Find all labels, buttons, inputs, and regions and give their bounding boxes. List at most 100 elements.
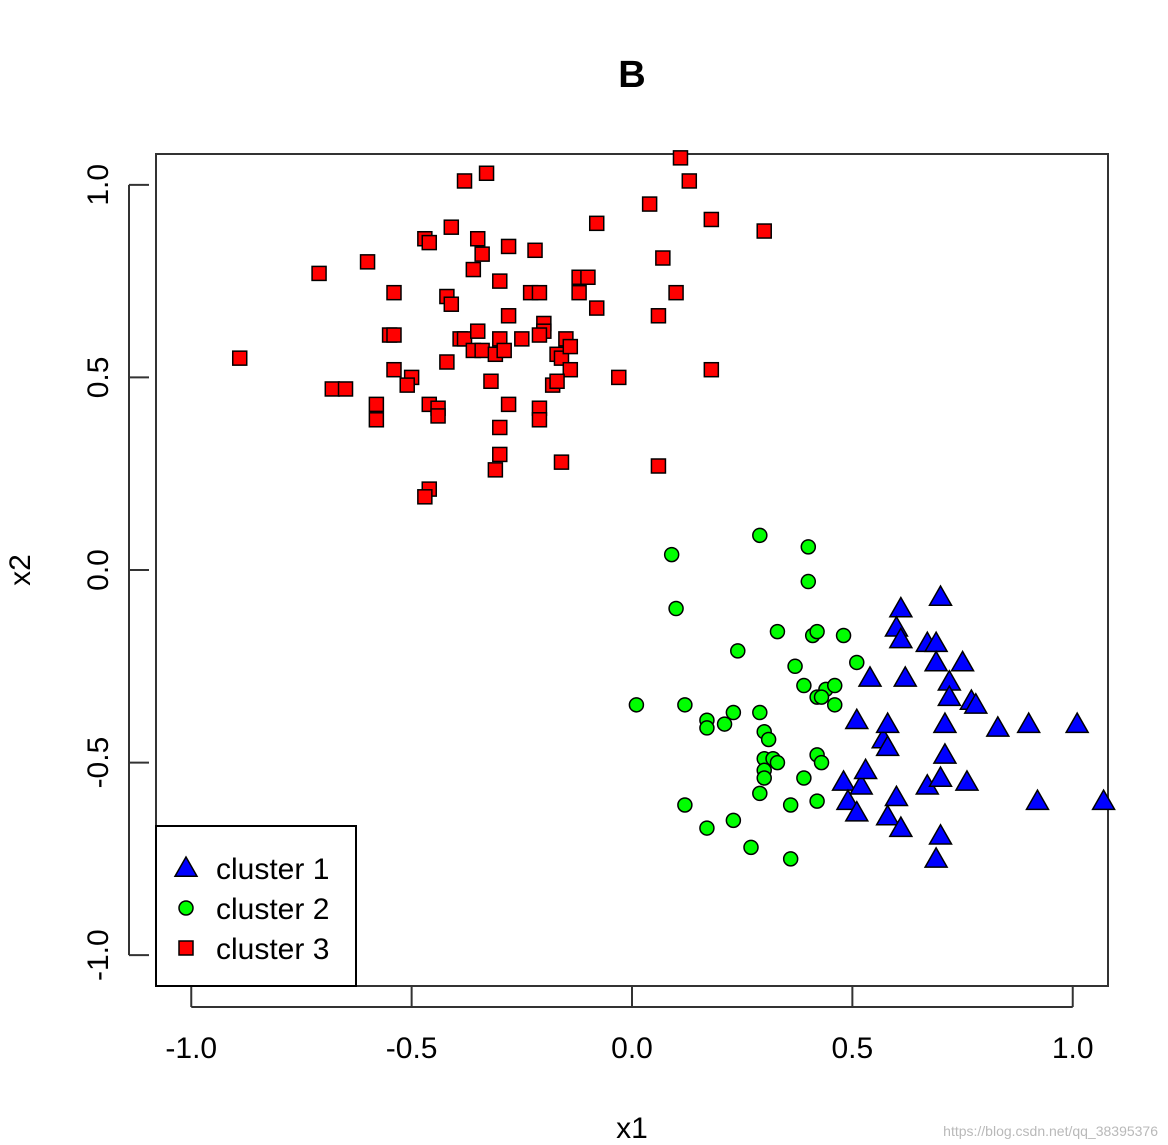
y-tick-label: 1.0 — [82, 164, 115, 206]
point-cluster-1 — [857, 665, 883, 687]
legend-label-cluster-3: cluster 3 — [216, 933, 329, 966]
point-cluster-1 — [932, 711, 958, 734]
point-cluster-3 — [553, 454, 570, 470]
point-cluster-3 — [386, 327, 402, 343]
point-cluster-3 — [650, 308, 667, 324]
point-cluster-3 — [492, 419, 508, 436]
point-cluster-3 — [611, 369, 627, 386]
x-tick-label: 1.0 — [1052, 1032, 1094, 1065]
point-cluster-2 — [800, 573, 817, 590]
point-cluster-1 — [1091, 788, 1116, 811]
point-cluster-2 — [699, 720, 715, 736]
point-cluster-1 — [985, 715, 1011, 737]
point-cluster-2 — [756, 770, 772, 786]
point-cluster-3 — [531, 412, 548, 428]
point-cluster-3 — [474, 342, 490, 359]
point-cluster-2 — [668, 600, 684, 617]
x-tick-label: -0.5 — [386, 1032, 438, 1065]
point-cluster-2 — [743, 839, 759, 856]
point-cluster-2 — [730, 643, 746, 659]
point-cluster-1 — [835, 788, 861, 811]
point-cluster-2 — [809, 793, 825, 809]
point-cluster-2 — [677, 797, 693, 813]
point-cluster-2 — [796, 770, 812, 786]
point-cluster-3 — [469, 230, 486, 247]
legend-label-cluster-1: cluster 1 — [216, 853, 329, 886]
point-cluster-1 — [923, 649, 949, 672]
y-tick-label: 0.5 — [82, 357, 115, 399]
point-cluster-3 — [231, 350, 248, 366]
point-cluster-1 — [1025, 788, 1050, 811]
point-cluster-1 — [928, 584, 953, 606]
y-tick-label: -1.0 — [82, 929, 115, 981]
point-cluster-1 — [888, 815, 914, 838]
point-cluster-2 — [677, 697, 693, 713]
point-cluster-3 — [337, 381, 354, 397]
point-cluster-2 — [787, 658, 803, 675]
point-cluster-3 — [500, 308, 517, 324]
point-cluster-3 — [368, 396, 385, 413]
point-cluster-3 — [672, 150, 689, 166]
point-cluster-3 — [650, 458, 667, 474]
point-cluster-3 — [456, 173, 473, 189]
data-points — [231, 150, 1116, 868]
point-cluster-1 — [844, 707, 870, 730]
legend-marker-cluster-3 — [178, 940, 194, 956]
point-cluster-3 — [311, 265, 327, 282]
point-cluster-3 — [655, 250, 671, 266]
point-cluster-1 — [892, 665, 918, 687]
point-cluster-1 — [884, 784, 909, 807]
point-cluster-2 — [663, 546, 680, 563]
legend-label-cluster-2: cluster 2 — [216, 893, 329, 926]
x-axis-title: x1 — [616, 1112, 648, 1145]
point-cluster-3 — [756, 223, 772, 239]
point-cluster-3 — [681, 173, 698, 189]
point-cluster-2 — [752, 785, 768, 802]
point-cluster-1 — [1016, 711, 1041, 734]
point-cluster-3 — [465, 261, 482, 278]
series-cluster-1 — [831, 584, 1116, 868]
point-cluster-3 — [500, 396, 517, 413]
point-cluster-2 — [725, 704, 742, 721]
point-cluster-3 — [478, 165, 495, 182]
point-cluster-2 — [725, 812, 742, 829]
y-axis-title: x2 — [4, 554, 37, 586]
point-cluster-1 — [888, 596, 914, 618]
point-cluster-1 — [928, 765, 953, 787]
series-cluster-3 — [231, 150, 772, 505]
point-cluster-2 — [782, 797, 799, 813]
x-tick-label: 0.5 — [832, 1032, 874, 1065]
point-cluster-1 — [875, 711, 900, 734]
point-cluster-1 — [1064, 711, 1090, 734]
point-cluster-2 — [800, 539, 817, 555]
point-cluster-3 — [443, 219, 460, 235]
point-cluster-3 — [430, 408, 446, 424]
point-cluster-3 — [417, 489, 433, 505]
legend-marker-cluster-2 — [178, 900, 194, 916]
y-tick-label: 0.0 — [82, 549, 115, 591]
point-cluster-2 — [752, 704, 768, 721]
point-cluster-3 — [421, 234, 438, 251]
point-cluster-3 — [562, 338, 579, 355]
point-cluster-3 — [359, 254, 376, 270]
point-cluster-3 — [527, 242, 543, 259]
x-tick-label: -1.0 — [165, 1032, 217, 1065]
point-cluster-3 — [549, 373, 565, 390]
point-cluster-3 — [386, 284, 402, 301]
point-cluster-1 — [954, 769, 980, 791]
point-cluster-1 — [844, 800, 870, 822]
point-cluster-2 — [782, 851, 799, 867]
point-cluster-3 — [514, 331, 530, 347]
y-axis: -1.0 -0.5 0.0 0.5 1.0 — [82, 164, 149, 981]
plot-area-frame — [155, 153, 1109, 987]
point-cluster-2 — [716, 716, 733, 732]
point-cluster-2 — [752, 527, 768, 544]
point-cluster-1 — [875, 734, 900, 757]
chart-title: B — [618, 54, 645, 96]
point-cluster-3 — [443, 296, 460, 312]
point-cluster-1 — [875, 804, 900, 826]
point-cluster-3 — [531, 327, 548, 343]
point-cluster-3 — [641, 196, 658, 212]
point-cluster-3 — [474, 246, 490, 262]
x-tick-label: 0.0 — [611, 1032, 653, 1065]
